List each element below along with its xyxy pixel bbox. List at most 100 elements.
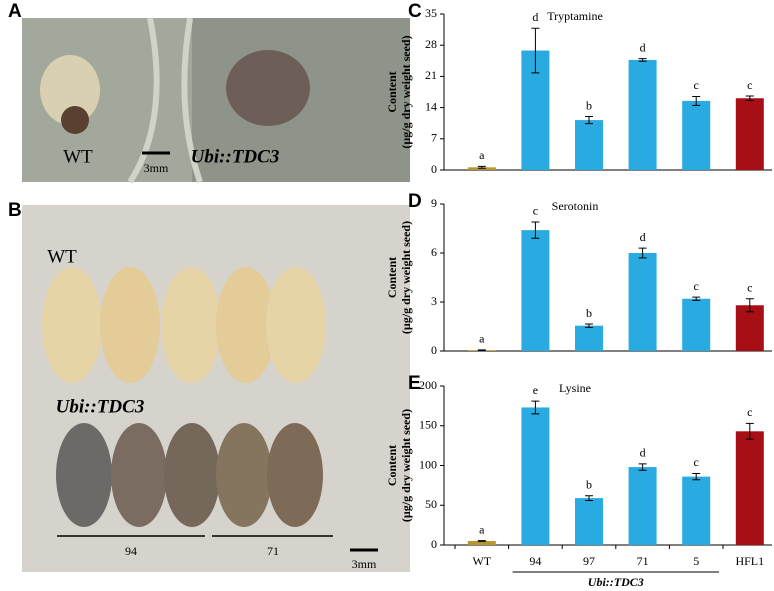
callus (61, 106, 89, 134)
annotation: b (586, 98, 592, 112)
bar (682, 476, 711, 545)
grain (216, 423, 272, 527)
grain (161, 267, 221, 383)
annotation: d (532, 10, 538, 24)
panel-label: C (408, 1, 422, 22)
bar (628, 467, 657, 545)
x-tick-label: 71 (637, 554, 649, 568)
y-tick-label: 28 (425, 37, 437, 51)
bar (467, 541, 496, 545)
chart-title: Serotonin (552, 199, 599, 213)
y-axis-label: Content (385, 71, 399, 112)
y-tick-label: 14 (425, 99, 437, 113)
group-label: 71 (267, 544, 279, 558)
y-tick-label: 3 (431, 294, 437, 308)
y-axis-label: Content (385, 257, 399, 298)
error-bar (745, 422, 754, 440)
error-bar (745, 95, 754, 101)
grain (56, 423, 112, 527)
y-tick-label: 6 (431, 245, 437, 259)
photo-label: Ubi::TDC3 (56, 396, 145, 417)
y-axis-label: Content (385, 445, 399, 486)
error-bar (745, 298, 754, 313)
error-bar (692, 95, 701, 106)
annotation: b (586, 306, 592, 320)
annotation: c (694, 78, 699, 92)
x-tick-label: WT (472, 554, 491, 568)
panel-label: D (408, 191, 422, 212)
annotation: c (533, 204, 538, 218)
error-bar (477, 540, 486, 542)
error-bar (477, 165, 486, 169)
photo-label: WT (63, 146, 93, 167)
error-bar (477, 349, 486, 352)
y-tick-label: 0 (431, 343, 437, 357)
y-tick-label: 100 (419, 457, 437, 471)
annotation: a (479, 522, 485, 536)
y-tick-label: 9 (431, 196, 437, 210)
grain (42, 267, 102, 383)
y-axis-label: (µg/g dry weight seed) (399, 409, 413, 522)
error-bar (692, 472, 701, 481)
bar (735, 305, 764, 351)
y-tick-label: 50 (425, 497, 437, 511)
scale-label: 3mm (352, 557, 377, 571)
error-bar (638, 58, 647, 62)
annotation: d (640, 446, 646, 460)
annotation: e (533, 383, 538, 397)
grain (164, 423, 220, 527)
error-bar (692, 296, 701, 301)
y-tick-label: 150 (419, 418, 437, 432)
scale-label: 3mm (144, 161, 169, 175)
y-tick-label: 0 (431, 162, 437, 176)
annotation: c (694, 279, 699, 293)
bar (735, 98, 764, 170)
annotation: b (586, 477, 592, 491)
bar (682, 100, 711, 170)
bar (628, 253, 657, 351)
grain (111, 423, 167, 527)
bar (521, 407, 550, 545)
panel-label: A (8, 1, 22, 22)
photo-label: WT (47, 246, 77, 267)
panel-label: B (8, 200, 22, 221)
grains (42, 267, 326, 527)
chart-title: Tryptamine (547, 9, 603, 23)
bar (575, 325, 603, 351)
error-bar (585, 495, 593, 501)
grain (100, 267, 160, 383)
annotation: c (694, 455, 699, 469)
grain (267, 423, 323, 527)
annotation: a (479, 148, 485, 162)
x-tick-label: 94 (529, 554, 541, 568)
x-tick-label: 5 (693, 554, 699, 568)
error-bar (638, 463, 647, 471)
callus (226, 50, 310, 126)
bar (735, 431, 764, 545)
annotation: d (640, 40, 646, 54)
error-bar (531, 221, 540, 239)
bar (628, 59, 657, 171)
y-tick-label: 7 (431, 131, 437, 145)
error-bar (531, 27, 540, 74)
y-tick-label: 21 (425, 68, 437, 82)
annotation: c (747, 78, 752, 92)
bar (575, 498, 603, 545)
error-bar (585, 116, 593, 125)
bar (575, 120, 603, 170)
y-tick-label: 35 (425, 6, 437, 20)
bar (521, 230, 550, 351)
y-axis-label: (µg/g dry weight seed) (399, 221, 413, 334)
annotation: a (479, 332, 485, 346)
error-bar (638, 247, 647, 259)
error-bar (585, 323, 593, 328)
annotation: c (747, 280, 752, 294)
grain (266, 267, 326, 383)
annotation: d (640, 230, 646, 244)
dish-edge (127, 17, 203, 184)
group-label: 94 (125, 544, 137, 558)
grain (216, 267, 276, 383)
callus (40, 55, 100, 125)
error-bar (531, 400, 540, 415)
